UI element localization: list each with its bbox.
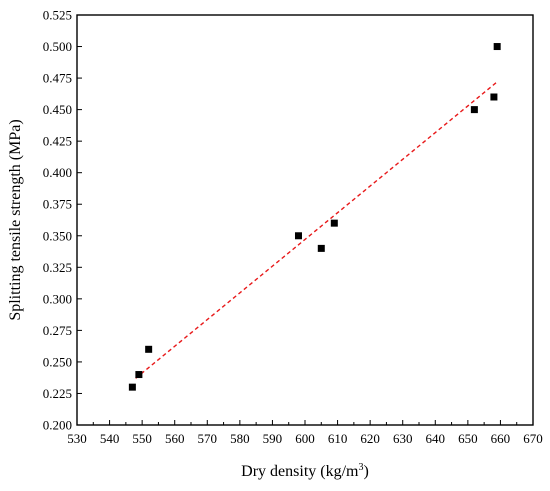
y-tick-label: 0.275 <box>43 323 72 338</box>
y-tick-label: 0.475 <box>43 71 72 86</box>
y-tick-label: 0.325 <box>43 260 72 275</box>
x-tick-label: 650 <box>458 431 478 446</box>
y-tick-label: 0.400 <box>43 165 72 180</box>
y-tick-label: 0.425 <box>43 134 72 149</box>
x-tick-label: 600 <box>295 431 315 446</box>
data-point <box>330 219 338 227</box>
data-point <box>128 383 136 391</box>
plot-frame <box>76 14 534 426</box>
x-tick-label: 590 <box>263 431 283 446</box>
data-points <box>128 43 501 391</box>
y-tick-label: 0.300 <box>43 291 72 306</box>
x-tick-label: 560 <box>165 431 185 446</box>
x-tick-label: 620 <box>360 431 380 446</box>
x-tick-label: 630 <box>393 431 413 446</box>
y-tick-label: 0.225 <box>43 386 72 401</box>
data-point <box>470 106 478 114</box>
x-axis-title: Dry density (kg/m3) <box>241 462 369 480</box>
x-tick-label: 610 <box>328 431 348 446</box>
x-tick-label: 540 <box>100 431 120 446</box>
y-axis-ticks: 0.200 0.225 0.250 0.275 0.300 0.325 0.350 0.375… <box>43 8 82 433</box>
y-tick-label: 0.450 <box>43 102 72 117</box>
x-tick-label: 550 <box>132 431 152 446</box>
x-tick-label: 530 <box>67 431 87 446</box>
x-axis-ticks: 530 540 550 560 570 580 590 600 610 620 630 640 650 6… <box>67 420 543 446</box>
data-point <box>490 93 498 101</box>
data-point <box>317 244 325 252</box>
y-tick-label: 0.200 <box>43 418 72 433</box>
y-tick-label: 0.350 <box>43 228 72 243</box>
data-point <box>493 43 501 51</box>
x-tick-label: 570 <box>198 431 218 446</box>
x-tick-label: 670 <box>523 431 543 446</box>
y-tick-label: 0.375 <box>43 197 72 212</box>
y-axis-title: Splitting tensile strength (MPa) <box>7 119 24 320</box>
trendline-layer <box>135 81 498 379</box>
y-tick-label: 0.525 <box>43 8 72 23</box>
x-tick-label: 640 <box>426 431 446 446</box>
data-point <box>145 345 153 353</box>
x-tick-label: 660 <box>491 431 511 446</box>
data-point <box>135 371 143 379</box>
x-tick-label: 580 <box>230 431 250 446</box>
y-tick-label: 0.250 <box>43 354 72 369</box>
data-point <box>294 232 302 240</box>
trend-line <box>135 81 498 379</box>
y-tick-label: 0.500 <box>43 39 72 54</box>
